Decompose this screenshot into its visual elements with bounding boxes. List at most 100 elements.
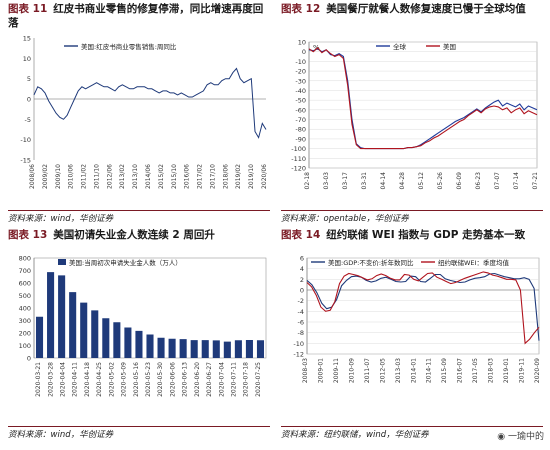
bar	[35, 316, 44, 358]
x-tick-label: 03-17	[342, 172, 349, 190]
x-tick-label: 2019-11	[519, 358, 526, 383]
bar	[256, 340, 265, 358]
y-tick-label: -10	[20, 136, 31, 144]
y-tick-label: -120	[291, 165, 306, 173]
y-tick-label: 0	[302, 48, 306, 56]
bar	[146, 334, 154, 358]
y-tick-label: -30	[295, 77, 306, 85]
figure-title: 美国初请失业金人数连续 2 周回升	[53, 229, 215, 241]
x-tick-label: 06-09	[456, 172, 463, 190]
bar	[234, 340, 242, 358]
y-tick-label: 600	[19, 280, 31, 288]
x-tick-label: 2012/06	[106, 164, 113, 189]
x-tick-label: 2014-11	[426, 358, 433, 383]
y-tick-label: -50	[295, 97, 306, 105]
y-tick-label: 300	[19, 317, 31, 325]
legend-label: 纽约联储WEI：季度均值	[438, 258, 509, 267]
series-line	[308, 48, 538, 150]
y-tick-label: 500	[19, 292, 31, 300]
y-tick-label: -10	[295, 58, 306, 66]
x-tick-label: 04-14	[380, 172, 387, 190]
x-tick-label: 05-26	[437, 172, 444, 190]
bar	[80, 302, 88, 358]
y-tick-label: -80	[295, 126, 306, 134]
y-tick-label: 10	[23, 55, 31, 63]
panel-title: 图表 14 纽约联储 WEI 指数与 GDP 走势基本一致	[281, 228, 543, 242]
x-tick-label: 2020-09	[534, 358, 541, 383]
y-tick-label: 0	[300, 287, 304, 295]
y-tick-label: 200	[19, 330, 31, 338]
y-tick-label: 400	[19, 305, 31, 313]
legend-label: 美国	[443, 42, 456, 51]
x-tick-label: 02-18	[304, 172, 311, 190]
legend-label: 美国:当周初次申请失业金人数（万人）	[69, 258, 182, 267]
x-tick-label: 2013/10	[132, 164, 139, 189]
x-tick-label: 2020-04-04	[60, 362, 67, 397]
y-tick-label: 5	[27, 75, 31, 83]
x-tick-label: 2020-06-13	[182, 362, 189, 397]
x-tick-label: 2017/10	[209, 164, 216, 189]
y-tick-label: 0	[27, 96, 31, 104]
x-tick-label: 2015/02	[158, 164, 165, 189]
x-tick-label: 2020-05-16	[133, 362, 140, 397]
panel-title: 图表 13 美国初请失业金人数连续 2 周回升	[8, 228, 270, 242]
divider	[8, 426, 270, 427]
x-tick-label: 2019/02	[235, 164, 242, 189]
x-tick-label: 2020-03-21	[35, 362, 42, 397]
panel-title: 图表 11 红皮书商业零售的修复停滞，同比增速再度回落	[8, 2, 270, 30]
y-tick-label: 100	[19, 342, 31, 350]
x-tick-label: 2016-07	[457, 358, 464, 383]
x-tick-label: 2008/06	[29, 164, 36, 189]
y-tick-label: 15	[23, 35, 31, 43]
bar	[223, 341, 231, 358]
y-tick-label: 10	[298, 39, 306, 47]
x-tick-label: 2020-06-06	[169, 362, 176, 397]
y-tick-label: 4	[300, 265, 304, 273]
figure-title: 美国餐厅就餐人数修复速度已慢于全球均值	[326, 3, 526, 15]
bar	[190, 340, 198, 358]
x-tick-label: 2011-07	[364, 358, 371, 383]
panel-jobless-claims: 图表 13 美国初请失业金人数连续 2 周回升 0 100 200 300 400 500 6…	[8, 228, 270, 450]
y-tick-label: -15	[20, 157, 31, 165]
bar	[135, 330, 143, 358]
x-tick-label: 2020-06-20	[194, 362, 201, 397]
x-tick-label: 2014/06	[145, 164, 152, 189]
x-tick-label: 2009-11	[333, 358, 340, 383]
x-tick-label: 2020-06-27	[206, 362, 213, 397]
wechat-watermark: ◉ 一瑜中的	[497, 429, 544, 442]
x-tick-label: 2017-05	[472, 358, 479, 383]
x-tick-label: 2015-09	[441, 358, 448, 383]
panel-redbook: 图表 11 红皮书商业零售的修复停滞，同比增速再度回落 -15 -10 -5 0 5 10 1…	[8, 2, 270, 227]
bar	[201, 340, 209, 358]
chart-wei-gdp: -12 -10 -8 -6 -4 -2 0 2 4 6 2008-03 2009-01 2009-11 2…	[293, 255, 541, 384]
panel-title: 图表 12 美国餐厅就餐人数修复速度已慢于全球均值	[281, 2, 543, 16]
x-tick-label: 2020-04-18	[84, 362, 91, 397]
y-tick-label: -6	[298, 319, 304, 327]
x-tick-label: 2009-01	[317, 358, 324, 383]
bar	[69, 292, 77, 358]
x-tick-label: 2010/06	[68, 164, 75, 189]
x-tick-label: 03-03	[323, 172, 330, 190]
x-tick-label: 2013-03	[395, 358, 402, 383]
chart-restaurant-diners: -120-110-100-90-80-70-60-50-40-30-20-100…	[291, 39, 539, 190]
watermark-text: 一瑜中的	[507, 432, 544, 442]
bar	[113, 322, 121, 358]
x-tick-label: 07-14	[513, 172, 520, 190]
x-tick-label: 2020-05-02	[108, 362, 115, 397]
y-tick-label: 6	[300, 255, 304, 263]
plot-frame	[308, 41, 538, 169]
x-tick-label: 2020/06	[261, 164, 268, 189]
plot-frame	[306, 257, 540, 355]
wechat-icon: ◉	[497, 432, 506, 442]
y-tick-label: -5	[25, 116, 31, 124]
y-tick-label: -12	[293, 351, 304, 359]
x-tick-label: 2011/10	[93, 164, 100, 189]
x-tick-label: 2019/10	[248, 164, 255, 189]
x-tick-label: 06-23	[475, 172, 482, 190]
series-line	[308, 47, 538, 150]
legend-swatch	[58, 259, 66, 265]
x-tick-label: 2009/10	[55, 164, 62, 189]
y-tick-label: -20	[295, 68, 306, 76]
y-tick-label: -90	[295, 135, 306, 143]
figure-number: 图表 12	[281, 3, 321, 15]
